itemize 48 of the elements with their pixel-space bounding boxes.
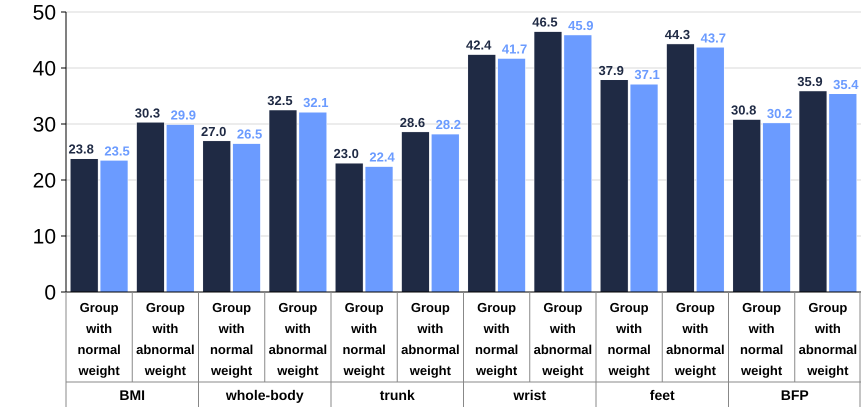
x-tick-label: Group with normal weight (474, 300, 518, 378)
x-tick-label: Group with abnormal weight (534, 300, 592, 378)
y-tick-label: 40 (32, 57, 56, 80)
data-label: 23.0 (334, 146, 359, 162)
x-tick-label: Group with abnormal weight (401, 300, 460, 378)
text: BMI (119, 387, 146, 403)
y-tick-label: 30 (32, 113, 56, 136)
data-label: 32.1 (303, 95, 328, 110)
x-tick-label: Group with normal weight (210, 300, 254, 378)
data-label: 26.5 (236, 126, 262, 142)
y-tick-label: 50 (32, 1, 56, 24)
data-label: 30.3 (134, 105, 160, 120)
text: BFP (780, 387, 809, 403)
data-label: 45.9 (568, 18, 594, 33)
x-tick-label: Group with abnormal weight (666, 300, 725, 378)
text: wrist (512, 387, 546, 403)
y-tick-label: 0 (44, 281, 56, 304)
data-label: 35.9 (797, 74, 823, 89)
text: feet (650, 387, 676, 403)
x-tick-label: Group with abnormal weight (136, 300, 195, 378)
data-label: 30.2 (766, 106, 792, 121)
x-tick-label: Group with abnormal weight (268, 300, 328, 378)
data-label: 22.4 (369, 150, 396, 165)
data-label: 37.1 (634, 67, 660, 82)
data-label: 35.4 (833, 76, 860, 92)
x-tick-label: Group with normal weight (342, 300, 386, 378)
x-tick-label: Group with normal weight (77, 300, 121, 378)
data-label: 41.7 (502, 41, 528, 56)
data-label: 23.8 (68, 142, 94, 157)
data-label: 42.4 (466, 38, 492, 53)
data-label: 32.5 (267, 93, 293, 108)
x-tick-label: Group with normal weight (607, 300, 651, 378)
x-tick-label: Group with normal weight (740, 300, 784, 378)
data-label: 46.5 (532, 14, 558, 30)
text: trunk (380, 387, 415, 403)
data-label: 23.5 (104, 143, 130, 158)
data-label: 27.0 (201, 124, 226, 139)
text: whole-body (224, 387, 304, 403)
x-tick-label: Group with abnormal weight (798, 300, 858, 378)
data-label: 44.3 (664, 26, 690, 42)
data-label: 29.9 (170, 108, 196, 123)
data-label: 28.6 (400, 114, 426, 130)
data-label: 30.8 (731, 102, 756, 118)
data-label: 37.9 (598, 62, 624, 78)
data-label: 43.7 (700, 30, 726, 46)
data-label: 28.2 (436, 117, 461, 132)
y-tick-label: 20 (32, 169, 56, 192)
y-tick-label: 10 (32, 225, 56, 248)
